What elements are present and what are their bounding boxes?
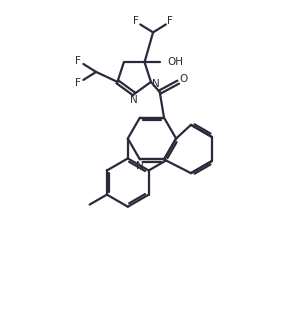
Text: OH: OH	[168, 57, 184, 67]
Text: N: N	[130, 95, 138, 105]
Text: F: F	[168, 16, 173, 26]
Text: F: F	[75, 56, 81, 66]
Text: O: O	[179, 74, 187, 84]
Text: N: N	[136, 161, 144, 171]
Text: F: F	[75, 78, 81, 88]
Text: N: N	[152, 79, 160, 89]
Text: F: F	[133, 16, 139, 26]
